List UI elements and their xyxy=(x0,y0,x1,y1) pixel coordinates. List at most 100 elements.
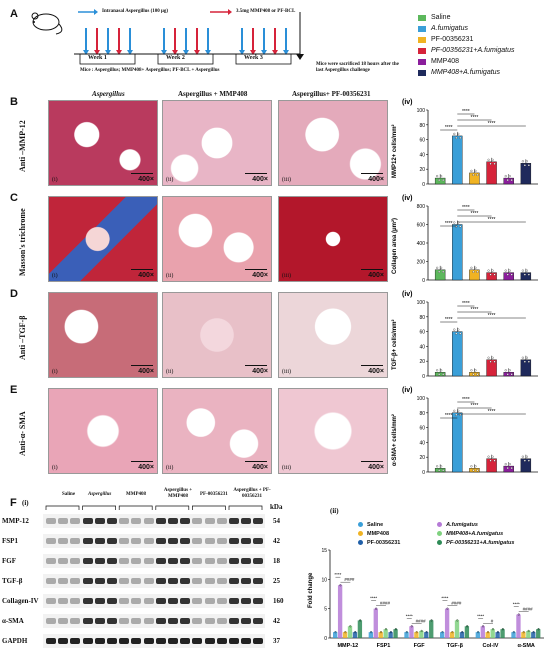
data-point xyxy=(510,273,513,276)
fold-bar xyxy=(378,632,383,638)
bar xyxy=(469,269,480,281)
y-tick-label: 600 xyxy=(417,223,426,229)
fold-category-label: TGF-β xyxy=(447,643,464,649)
micrograph-index: (iii) xyxy=(282,369,291,375)
blot-band xyxy=(168,538,178,544)
blot-band xyxy=(131,538,142,544)
scale-bar xyxy=(245,268,267,270)
fold-sig-stars: **** xyxy=(334,572,341,577)
blot-band xyxy=(70,558,81,564)
blot-band xyxy=(131,518,142,524)
fold-point xyxy=(430,619,433,622)
micrograph-index: (iii) xyxy=(282,177,291,183)
sig-stars: **** xyxy=(462,205,470,211)
fold-point xyxy=(532,631,535,634)
blot-band xyxy=(131,578,142,584)
lane-mmp408: MMP408 xyxy=(126,492,146,497)
fold-point xyxy=(334,631,337,634)
scale-bar xyxy=(131,268,153,270)
magnification-label: 400× xyxy=(252,464,268,471)
y-tick-label: 40 xyxy=(419,440,425,446)
blot-band xyxy=(82,538,93,544)
bar xyxy=(452,412,463,473)
data-point xyxy=(491,158,494,161)
data-point xyxy=(489,273,492,276)
data-point xyxy=(510,179,513,182)
micrograph-index: (i) xyxy=(52,369,58,375)
blot-band xyxy=(241,638,252,644)
data-point xyxy=(470,465,473,468)
blot-band xyxy=(180,558,191,564)
fold-bar xyxy=(511,632,516,638)
arrow-legend-1: Intranasal Aspergillus (100 μg) xyxy=(102,9,169,14)
fold-point xyxy=(349,625,352,628)
fold-bar xyxy=(521,632,526,638)
dose-arrow-head xyxy=(250,50,256,55)
lane-bracket xyxy=(192,505,226,510)
blot-strip xyxy=(43,594,265,608)
fold-bar xyxy=(516,614,521,638)
data-point xyxy=(508,269,511,272)
blot-band xyxy=(94,558,105,564)
y-tick-label: 20 xyxy=(419,359,425,365)
legend-item: MMP408+A.fumigatus xyxy=(418,67,514,78)
blot-band xyxy=(82,578,93,584)
blot-band xyxy=(216,538,227,544)
magnification-label: 400× xyxy=(138,272,154,279)
blot-band xyxy=(46,638,56,644)
lane-aspergillus: Aspergillus xyxy=(88,492,112,497)
panel-tag-iv: (iv) xyxy=(402,387,413,394)
micrograph-index: (iii) xyxy=(282,273,291,279)
fold-y-label: Fold change xyxy=(308,572,314,608)
data-point xyxy=(504,369,507,372)
blot-band xyxy=(143,538,154,544)
data-point xyxy=(525,160,528,163)
data-point xyxy=(436,465,439,468)
blot-band xyxy=(241,618,252,624)
blot-band xyxy=(46,538,56,544)
legend-label: MMP408 xyxy=(431,58,460,65)
fold-bar xyxy=(531,632,536,638)
blot-band xyxy=(192,538,203,544)
panel-letter-b: B xyxy=(10,96,18,108)
bar xyxy=(434,177,446,185)
blot-band xyxy=(107,638,117,644)
fold-point xyxy=(496,631,499,634)
panel-letter-c: C xyxy=(10,192,18,204)
fold-bar xyxy=(526,630,531,638)
panel-f-sub-i: (i) xyxy=(22,499,29,507)
data-point xyxy=(493,162,496,165)
fold-legend-item: MMP408+A.fumigatus xyxy=(437,529,548,538)
blot-band xyxy=(253,598,264,604)
y-tick-label: 0 xyxy=(422,374,425,380)
fold-legend-label: A.fumigatus xyxy=(446,521,478,528)
blot-band xyxy=(119,578,130,584)
row-label-d: Anti –TGF-β xyxy=(18,315,27,361)
data-point xyxy=(472,373,475,376)
legend-item: A.fumigatus xyxy=(418,23,514,34)
y-tick-label: 40 xyxy=(419,152,425,158)
magnification-label: 400× xyxy=(368,368,384,375)
data-point xyxy=(442,373,445,376)
y-tick-label: 0 xyxy=(422,278,425,284)
blot-band xyxy=(241,518,252,524)
blot-band xyxy=(58,578,69,584)
scale-bar xyxy=(131,172,153,174)
y-tick-label: 60 xyxy=(419,138,425,144)
sig-stars: **** xyxy=(445,221,453,227)
fold-legend-item: Saline xyxy=(358,520,437,529)
blot-band xyxy=(58,638,69,644)
blot-strip xyxy=(43,514,265,528)
blot-band xyxy=(192,598,203,604)
data-point xyxy=(470,369,473,372)
data-point xyxy=(436,175,439,178)
y-tick-label: 0 xyxy=(422,470,425,476)
week-2-label: Week 2 xyxy=(166,55,185,61)
blot-band xyxy=(107,598,117,604)
panel-letter-d: D xyxy=(10,288,18,300)
blot-band xyxy=(46,618,56,624)
blot-strip xyxy=(43,614,265,628)
blot-band xyxy=(204,638,215,644)
data-point xyxy=(491,269,494,272)
